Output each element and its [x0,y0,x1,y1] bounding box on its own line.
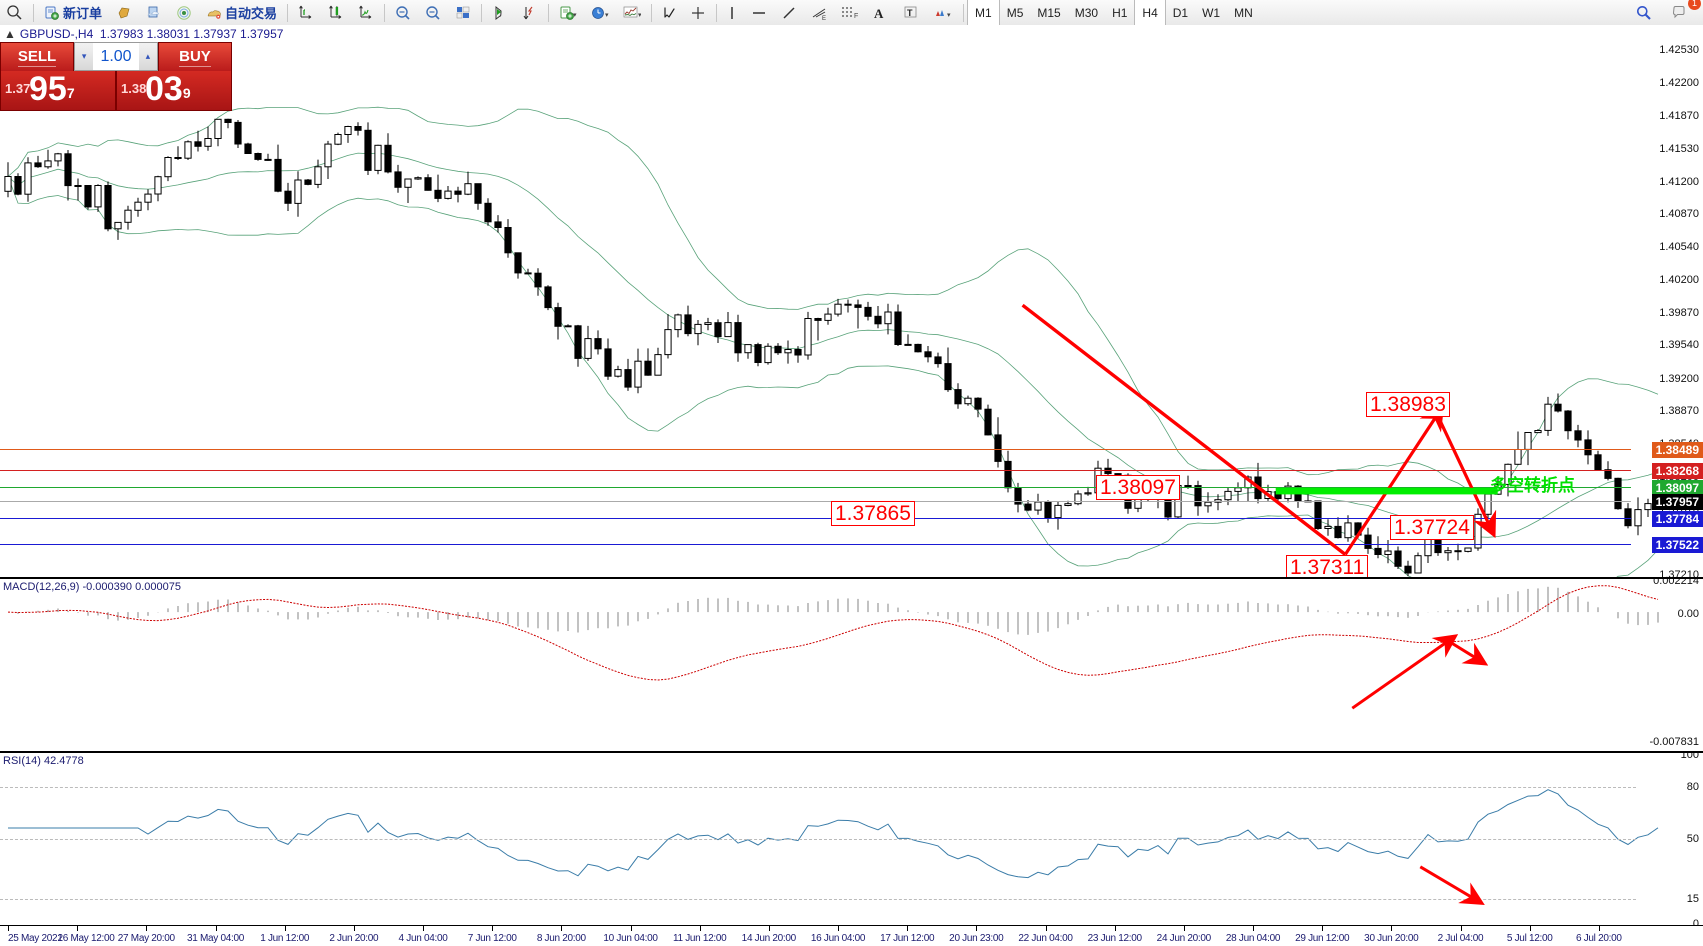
svg-text:▾: ▾ [573,12,577,19]
svg-text:F: F [854,13,858,20]
svg-text:E: E [822,16,826,21]
svg-text:▾: ▾ [605,12,609,19]
svg-text:T: T [907,8,913,18]
svg-text:▾: ▾ [638,12,641,19]
svg-text:A: A [874,6,884,21]
svg-text:▾: ▾ [947,12,951,19]
